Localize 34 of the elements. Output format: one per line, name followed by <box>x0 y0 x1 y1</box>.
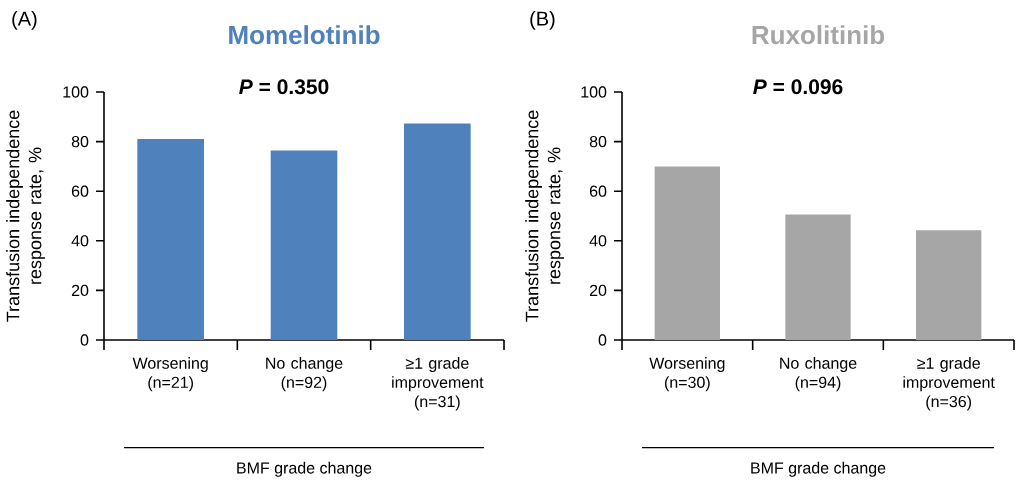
text: (A) <box>12 11 37 30</box>
y-tick-label: 100 <box>63 86 89 98</box>
chart-subtitle: P = 0.350 <box>239 79 329 95</box>
y-tick-label: 80 <box>71 135 89 148</box>
bar <box>785 214 851 340</box>
chart-title: Momelotinib <box>229 25 380 45</box>
x-tick-label: ≥1 grade improvement (n=31) <box>392 357 484 411</box>
y-tick-label: 20 <box>71 284 89 297</box>
x-tick-label: No change (n=94) <box>780 357 857 392</box>
y-axis-title: Transfusion independence response rate, % <box>6 110 45 322</box>
y-tick-label: 60 <box>589 185 607 197</box>
bar <box>404 123 471 340</box>
x-axis-title: BMF grade change <box>237 461 372 477</box>
y-tick-label: 0 <box>598 334 607 346</box>
y-tick-label: 80 <box>589 135 607 148</box>
bar <box>916 230 982 340</box>
chart-title: Ruxolitinib <box>752 25 885 45</box>
bar <box>654 166 721 340</box>
x-tick-label: Worsening (n=30) <box>649 357 725 392</box>
chart-subtitle: P = 0.096 <box>753 79 843 95</box>
y-tick-label: 60 <box>71 185 89 197</box>
y-axis-title: Transfusion independence response rate, % <box>525 110 564 322</box>
y-tick-label: 0 <box>80 334 89 346</box>
bar <box>137 139 204 340</box>
y-tick-label: 100 <box>581 86 607 98</box>
x-tick-label: ≥1 grade improvement (n=36) <box>903 357 995 411</box>
text: (B) <box>530 11 555 30</box>
x-axis-title: BMF grade change <box>751 461 886 477</box>
x-tick-label: No change (n=92) <box>266 357 343 392</box>
y-tick-label: 20 <box>589 284 607 297</box>
x-tick-label: Worsening (n=21) <box>132 357 208 392</box>
y-tick-label: 40 <box>589 235 607 247</box>
bar <box>270 150 338 340</box>
y-tick-label: 40 <box>71 235 89 247</box>
